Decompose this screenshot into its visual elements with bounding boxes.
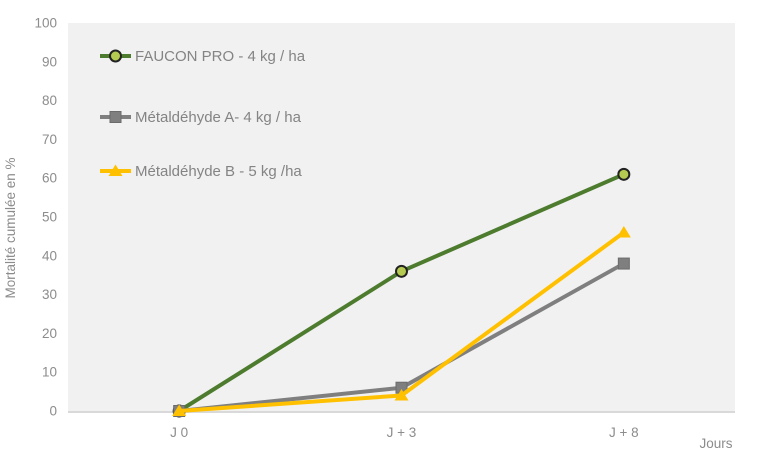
series-2-point-0-marker-triangle: [172, 404, 187, 416]
x-tick-label: J + 8: [609, 425, 639, 440]
y-tick-label: 30: [42, 287, 57, 302]
y-tick-label: 100: [34, 16, 57, 31]
axis-ticks-layer: 0 10 20 30 40 50 60 70 80 90 100 J 0 J + 3 J + 8: [34, 16, 638, 441]
y-tick-label: 80: [42, 93, 57, 108]
y-axis-title: Mortalité cumulée en %: [3, 157, 18, 298]
y-tick-label: 90: [42, 54, 57, 69]
legend-label-2: Métaldéhyde B - 5 kg /ha: [135, 163, 302, 180]
legend-item-1: Métaldéhyde A- 4 kg / ha: [100, 109, 302, 126]
legend-key-1-marker-square: [109, 111, 122, 123]
legend-label-0: FAUCON PRO - 4 kg / ha: [135, 48, 306, 65]
y-tick-label: 0: [49, 404, 57, 419]
y-tick-label: 10: [42, 365, 57, 380]
y-tick-label: 60: [42, 171, 57, 186]
series-0-point-1-marker-circle: [395, 264, 408, 278]
plot-background: [68, 23, 735, 411]
series-0-point-2-marker-circle: [617, 167, 631, 181]
x-axis-title: Jours: [699, 436, 732, 451]
legend-label-1: Métaldéhyde A- 4 kg / ha: [135, 109, 302, 126]
legend: FAUCON PRO - 4 kg / ha Métaldéhyde A- 4 k…: [100, 48, 306, 180]
y-tick-label: 40: [42, 248, 57, 263]
y-tick-label: 70: [42, 132, 57, 147]
x-tick-label: J 0: [170, 425, 188, 440]
y-tick-label: 50: [42, 210, 57, 225]
y-tick-label: 20: [42, 326, 57, 341]
series-2-point-2-marker-triangle: [616, 226, 631, 238]
series-layer: [172, 167, 631, 418]
plot-area-layer: [68, 23, 735, 413]
legend-item-0: FAUCON PRO - 4 kg / ha: [100, 48, 306, 65]
legend-key-2-marker-triangle: [108, 164, 123, 176]
legend-item-2: Métaldéhyde B - 5 kg /ha: [100, 163, 302, 180]
x-tick-label: J + 3: [387, 425, 417, 440]
legend-key-0-marker-circle: [109, 49, 122, 63]
series-1-point-2-marker-square: [617, 257, 630, 270]
series-2-point-1-marker-triangle: [394, 388, 409, 401]
